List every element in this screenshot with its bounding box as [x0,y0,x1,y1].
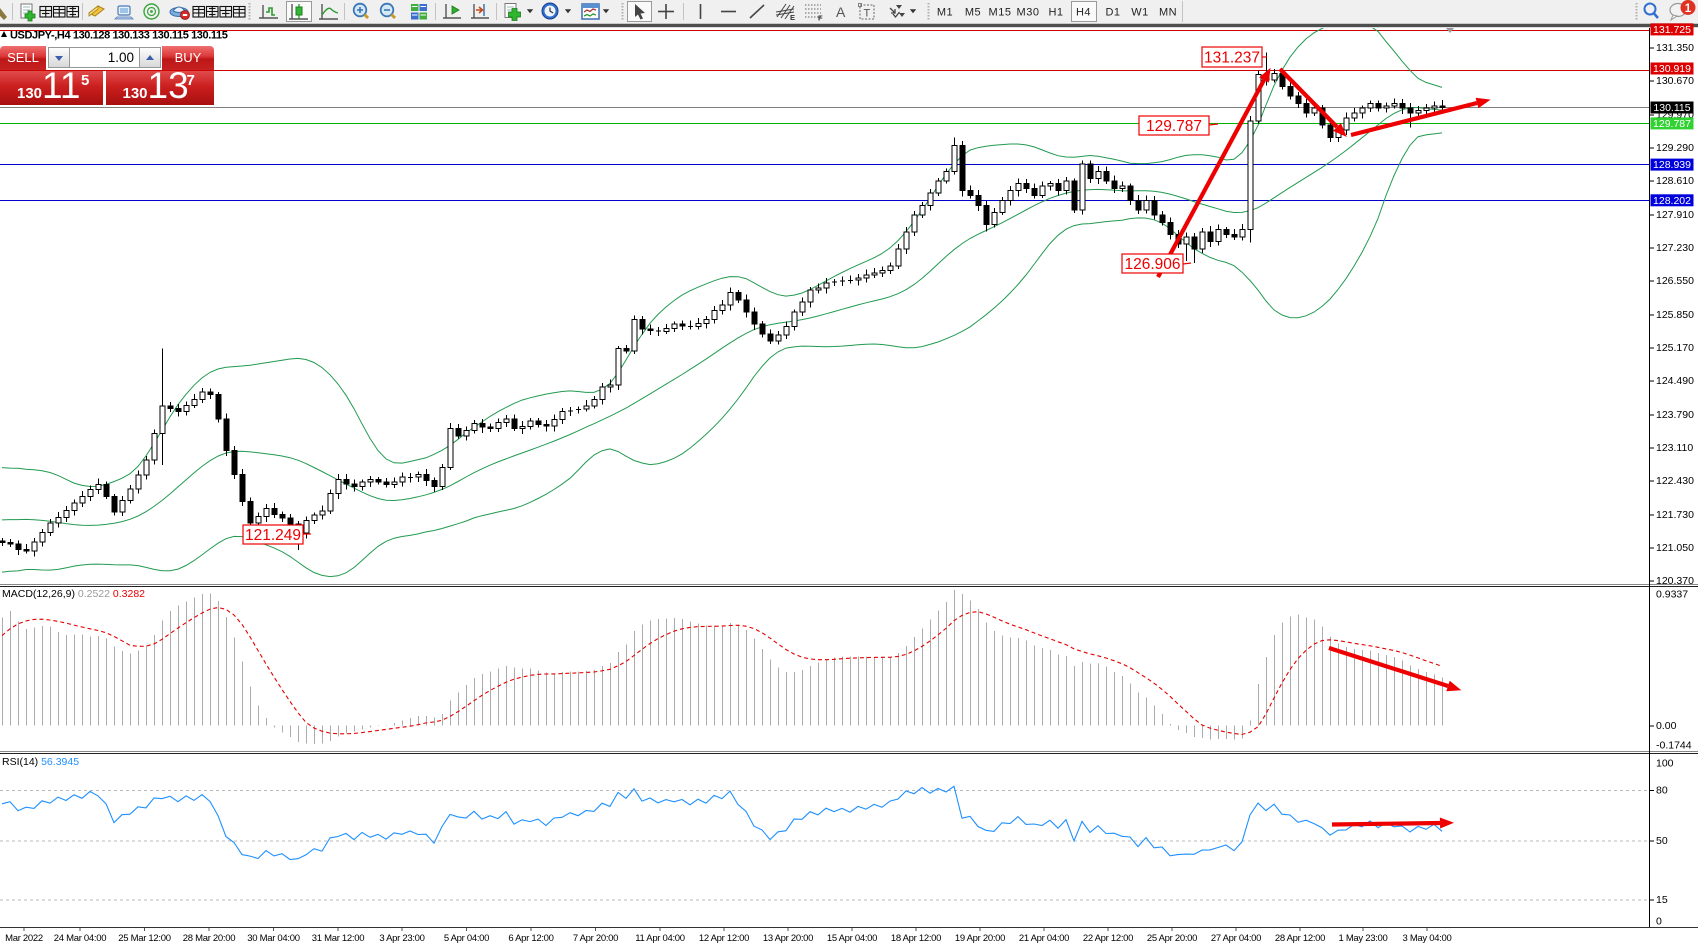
svg-text:24 Mar 04:00: 24 Mar 04:00 [54,933,106,944]
svg-text:80: 80 [1656,784,1668,796]
svg-text:E: E [790,13,795,22]
svg-text:126.550: 126.550 [1656,275,1694,287]
svg-text:H1: H1 [1048,7,1063,19]
svg-text:121.249: 121.249 [245,527,301,544]
svg-text:31 Mar 12:00: 31 Mar 12:00 [312,933,364,944]
svg-text:USDJPY-,H4 130.128 130.133 13: USDJPY-,H4 130.128 130.133 130.115 130.1… [10,30,228,42]
svg-text:131.350: 131.350 [1656,42,1694,54]
svg-text:1: 1 [1685,3,1692,15]
svg-text:M5: M5 [965,7,981,19]
svg-text:131.237: 131.237 [1204,50,1260,67]
svg-text:30 Mar 04:00: 30 Mar 04:00 [247,933,299,944]
svg-text:28 Mar 20:00: 28 Mar 20:00 [183,933,235,944]
svg-text:-0.1744: -0.1744 [1656,740,1692,752]
svg-text:50: 50 [1656,835,1668,847]
svg-text:130.670: 130.670 [1656,75,1694,87]
svg-text:28 Apr 12:00: 28 Apr 12:00 [1275,933,1325,944]
svg-text:6 Apr 12:00: 6 Apr 12:00 [508,933,553,944]
svg-text:H4: H4 [1076,7,1091,19]
svg-text:25 Mar 12:00: 25 Mar 12:00 [118,933,170,944]
svg-text:M30: M30 [1017,7,1040,19]
svg-text:123.110: 123.110 [1656,442,1693,454]
svg-text:100: 100 [1656,758,1674,770]
svg-text:15: 15 [1656,894,1668,906]
svg-text:15 Apr 04:00: 15 Apr 04:00 [827,933,877,944]
svg-text:129.787: 129.787 [1653,118,1691,130]
svg-text:128.202: 128.202 [1653,195,1691,207]
svg-text:3 Apr 23:00: 3 Apr 23:00 [379,933,424,944]
svg-text:129.787: 129.787 [1146,118,1202,135]
svg-text:0.9337: 0.9337 [1656,589,1688,601]
svg-text:27 Apr 04:00: 27 Apr 04:00 [1211,933,1261,944]
svg-text:0.00: 0.00 [1656,720,1677,732]
svg-text:18 Apr 12:00: 18 Apr 12:00 [891,933,941,944]
svg-text:131.725: 131.725 [1653,24,1691,36]
svg-text:121.050: 121.050 [1656,542,1694,554]
svg-text:MN: MN [1159,7,1177,19]
svg-text:125.850: 125.850 [1656,309,1694,321]
svg-text:M15: M15 [989,7,1012,19]
svg-text:T: T [864,8,871,20]
svg-text:120.370: 120.370 [1656,575,1694,587]
svg-text:121.730: 121.730 [1656,509,1694,521]
svg-text:M1: M1 [937,7,953,19]
svg-text:12 Apr 12:00: 12 Apr 12:00 [699,933,749,944]
svg-text:21 Apr 04:00: 21 Apr 04:00 [1019,933,1069,944]
svg-text:130.115: 130.115 [1653,102,1690,114]
svg-text:RSI(14) 56.3945: RSI(14) 56.3945 [2,756,79,768]
svg-text:122.430: 122.430 [1656,475,1694,487]
svg-text:7 Apr 20:00: 7 Apr 20:00 [573,933,618,944]
svg-text:129.290: 129.290 [1656,142,1694,154]
svg-text:128.939: 128.939 [1653,159,1691,171]
svg-text:W1: W1 [1131,7,1149,19]
svg-text:Mar 2022: Mar 2022 [5,933,43,944]
svg-text:123.790: 123.790 [1656,409,1694,421]
svg-text:124.490: 124.490 [1656,375,1694,387]
svg-text:3 May 04:00: 3 May 04:00 [1403,933,1452,944]
svg-text:127.910: 127.910 [1656,209,1694,221]
svg-text:0: 0 [1656,916,1662,928]
svg-text:19 Apr 20:00: 19 Apr 20:00 [955,933,1005,944]
svg-text:5 Apr 04:00: 5 Apr 04:00 [444,933,489,944]
svg-text:MACD(12,26,9) 0.2522 0.3282: MACD(12,26,9) 0.2522 0.3282 [2,588,145,600]
svg-text:128.610: 128.610 [1656,175,1694,187]
svg-text:130.919: 130.919 [1653,63,1691,75]
svg-text:25 Apr 20:00: 25 Apr 20:00 [1147,933,1197,944]
svg-text:125.170: 125.170 [1656,342,1694,354]
svg-text:13 Apr 20:00: 13 Apr 20:00 [763,933,813,944]
svg-text:A: A [836,4,846,20]
svg-text:22 Apr 12:00: 22 Apr 12:00 [1083,933,1133,944]
svg-text:1 May 23:00: 1 May 23:00 [1339,933,1388,944]
svg-text:11 Apr 04:00: 11 Apr 04:00 [635,933,685,944]
svg-text:127.230: 127.230 [1656,242,1694,254]
svg-text:D1: D1 [1105,7,1120,19]
svg-text:F: F [818,14,823,23]
svg-text:126.906: 126.906 [1124,256,1180,273]
